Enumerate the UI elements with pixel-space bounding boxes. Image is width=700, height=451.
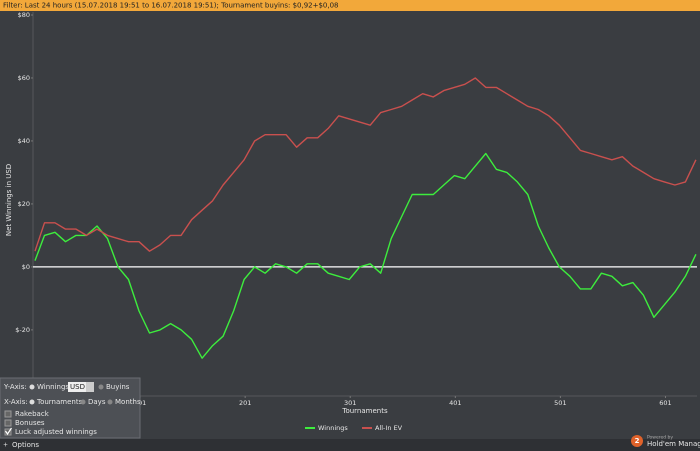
y-tick-label: $0 xyxy=(22,263,30,271)
rakeback-option[interactable]: Rakeback xyxy=(15,410,50,418)
bonuses-option[interactable]: Bonuses xyxy=(15,419,45,427)
currency-select[interactable] xyxy=(68,382,86,392)
plot: $-20$0$20$40$60$80101201301401501601 xyxy=(15,11,697,407)
y-axis-label: Net Winnings in USD xyxy=(5,164,13,236)
dropdown-button[interactable] xyxy=(86,382,94,392)
filter-bar xyxy=(0,0,700,11)
options-button[interactable]: Options xyxy=(12,441,39,449)
buyins-option[interactable]: Buyins xyxy=(106,383,130,391)
check-mark xyxy=(5,427,12,436)
y-tick-label: $80 xyxy=(18,11,30,19)
x-axis-label: Tournaments xyxy=(341,407,388,415)
powered-by: Powered by xyxy=(647,435,673,441)
footer-bar xyxy=(0,439,700,451)
x-tick-label: 601 xyxy=(659,399,671,407)
tournaments-option[interactable]: Tournaments xyxy=(36,398,83,406)
legend-label: All-In EV xyxy=(375,424,403,432)
checkbox[interactable] xyxy=(4,419,12,427)
series-line xyxy=(34,77,697,252)
logo xyxy=(631,435,643,447)
checkbox[interactable] xyxy=(4,428,12,436)
filter-text: Filter: Last 24 hours (15.07.2018 19:51 … xyxy=(3,2,339,10)
x-tick-label: 301 xyxy=(344,399,356,407)
x-tick-label: 201 xyxy=(239,399,251,407)
months-option[interactable]: Months xyxy=(115,398,141,406)
radio[interactable] xyxy=(29,384,35,390)
radio[interactable] xyxy=(107,399,113,405)
x-tick-label: 401 xyxy=(449,399,461,407)
winnings-option[interactable]: Winnings xyxy=(37,383,69,391)
y-tick-label: $20 xyxy=(18,200,30,208)
luck-option[interactable]: Luck adjusted winnings xyxy=(15,428,97,436)
legend-label: Winnings xyxy=(318,424,348,432)
product-name: Hold'em Manager xyxy=(647,440,700,448)
days-option[interactable]: Days xyxy=(88,398,106,406)
y-tick-label: $60 xyxy=(18,74,30,82)
radio[interactable] xyxy=(98,384,104,390)
options-panel: Y-Axis: Winnings USD Buyins X-Axis: Tour… xyxy=(0,377,141,439)
series-line xyxy=(34,152,697,359)
options-icon: + xyxy=(3,442,8,449)
y-axis-option: Y-Axis: xyxy=(3,383,27,391)
logo-text: 2 xyxy=(635,437,640,445)
radio[interactable] xyxy=(29,399,35,405)
x-tick-label: 501 xyxy=(554,399,566,407)
checkbox[interactable] xyxy=(4,410,12,418)
y-tick-label: $-20 xyxy=(15,326,30,334)
x-axis-option: X-Axis: xyxy=(4,398,28,406)
currency-value: USD xyxy=(70,383,85,391)
y-tick-label: $40 xyxy=(18,137,30,145)
radio[interactable] xyxy=(80,399,86,405)
